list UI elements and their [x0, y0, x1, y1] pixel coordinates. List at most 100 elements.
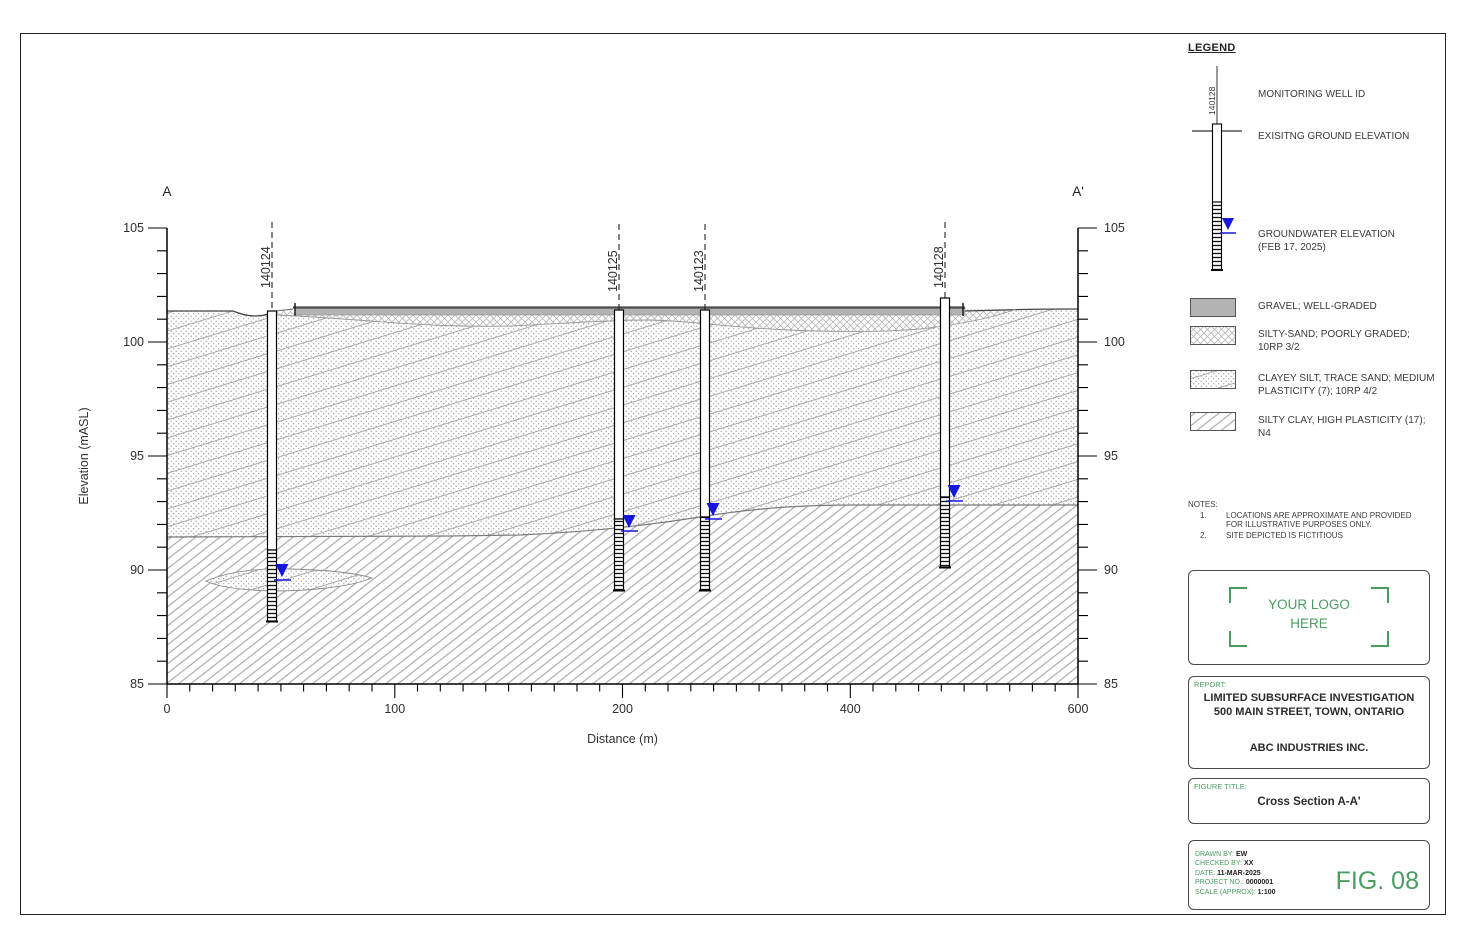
layer-gravel	[293, 303, 966, 316]
ground-surface-line	[275, 308, 294, 312]
report-box: REPORT: LIMITED SUBSURFACE INVESTIGATION…	[1188, 676, 1430, 769]
y-tick-label: 95	[130, 449, 144, 463]
clayey-silt-swatch	[1190, 370, 1236, 389]
well-casing	[266, 310, 278, 551]
note-text: SITE DEPICTED IS FICTITIOUS	[1226, 531, 1343, 540]
legend-well-screen	[1211, 201, 1223, 271]
logo-corner-bracket	[1229, 587, 1247, 603]
x-tick-label: 100	[384, 702, 405, 716]
drawn-by-label: DRAWN BY:	[1195, 851, 1235, 858]
legend-entry-groundwater-line1: GROUNDWATER ELEVATION	[1258, 229, 1395, 240]
legend-title: LEGEND	[1188, 42, 1236, 54]
x-tick-label: 0	[164, 702, 171, 716]
logo-text: YOUR LOGO HERE	[1229, 595, 1389, 633]
y-tick-label: 105	[1104, 221, 1125, 235]
x-tick-label: 200	[612, 702, 633, 716]
y-tick-label: 95	[1104, 449, 1118, 463]
well-id-label: 140128	[932, 246, 946, 288]
client-name: ABC INDUSTRIES INC.	[1249, 742, 1369, 754]
ground-surface-line	[964, 308, 1078, 312]
logo-box: YOUR LOGO HERE	[1188, 570, 1430, 665]
label-line2: PLASTICITY (7); 10RP 4/2	[1258, 386, 1378, 397]
checked-by-value: XX	[1244, 860, 1254, 868]
x-axis-ticks	[166, 684, 1079, 698]
logo-placeholder: YOUR LOGO HERE	[1229, 587, 1389, 647]
y-tick-label: 90	[1104, 563, 1118, 577]
well-140125: 140125	[606, 224, 638, 592]
x-tick-label: 400	[840, 702, 861, 716]
y-axis-title: Elevation (mASL)	[77, 407, 91, 504]
y-axis-left-ticks	[148, 227, 167, 685]
scale-row: SCALE (APPROX): 1:100	[1195, 888, 1429, 897]
notes-block: NOTES: 1. LOCATIONS ARE APPROXIMATE AND …	[1188, 500, 1432, 542]
legend-well-casing	[1211, 123, 1223, 203]
project-no-label: PROJECT NO.:	[1195, 879, 1244, 887]
y-tick-label: 105	[123, 221, 144, 235]
groundwater-marker	[705, 503, 722, 520]
legend-entry-monitoring-well: MONITORING WELL ID	[1258, 89, 1366, 100]
figure-title: Cross Section A-A'	[1257, 796, 1361, 808]
well-140123: 140123	[692, 224, 722, 592]
y-tick-label: 90	[130, 563, 144, 577]
y-tick-label: 85	[1104, 677, 1118, 691]
checked-by-row: CHECKED BY: XX	[1195, 859, 1429, 868]
project-no-value: 0000001	[1245, 879, 1274, 887]
note-item: 2. SITE DEPICTED IS FICTITIOUS	[1200, 531, 1432, 540]
legend-well-symbol: 140128	[1192, 66, 1242, 271]
note-item: 1. LOCATIONS ARE APPROXIMATE AND PROVIDE…	[1200, 511, 1432, 529]
y-axis-right-labels: 105 100 95 90 85	[1104, 221, 1125, 691]
note-text: LOCATIONS ARE APPROXIMATE AND PROVIDED F…	[1226, 511, 1412, 529]
label-line2: 10RP 3/2	[1258, 342, 1300, 353]
drawn-by-value: EW	[1235, 851, 1248, 858]
well-screen	[613, 518, 625, 591]
well-id-label: 140124	[259, 246, 273, 288]
silty-sand-swatch	[1190, 326, 1236, 345]
gravel-swatch	[1190, 298, 1236, 317]
logo-line1: YOUR LOGO	[1268, 597, 1350, 612]
well-140128: 140128	[932, 222, 963, 569]
figure-title-box: FIGURE TITLE: Cross Section A-A'	[1188, 778, 1430, 824]
label-line1: CLAYEY SILT, TRACE SAND; MEDIUM	[1258, 373, 1435, 384]
soil-layers	[167, 303, 1078, 684]
y-tick-label: 85	[130, 677, 144, 691]
well-140124: 140124	[259, 222, 291, 623]
well-screen	[939, 496, 951, 568]
info-box: DRAWN BY: EW CHECKED BY: XX DATE: 11-MAR…	[1188, 840, 1430, 910]
x-axis-title: Distance (m)	[587, 732, 658, 746]
date-label: DATE:	[1195, 869, 1216, 877]
x-axis-labels: 0 100 200 400 600	[164, 702, 1089, 716]
well-screen	[699, 516, 711, 591]
legend-soil-silty-sand-label: SILTY-SAND; POORLY GRADED; 10RP 3/2	[1258, 328, 1410, 354]
drawing-border	[20, 33, 1446, 915]
date-value: 11-MAR-2025	[1217, 869, 1261, 877]
note-number: 2.	[1200, 531, 1207, 540]
well-id-label: 140125	[606, 250, 620, 292]
x-tick-label: 600	[1068, 702, 1089, 716]
note-number: 1.	[1200, 511, 1207, 520]
well-casing	[939, 297, 951, 498]
legend-well-id-label: 140128	[1207, 86, 1217, 115]
silty-clay-swatch	[1190, 412, 1236, 431]
label-line1: SILTY CLAY, HIGH PLASTICITY (17);	[1258, 415, 1426, 426]
well-casing	[699, 309, 711, 518]
groundwater-marker	[621, 515, 638, 532]
logo-corner-bracket	[1371, 587, 1389, 603]
y-axis-right-ticks	[1078, 227, 1097, 685]
figure-title-label: FIGURE TITLE:	[1194, 782, 1247, 791]
well-casing	[613, 309, 625, 520]
scale-label: SCALE (APPROX):	[1195, 888, 1256, 896]
well-screen	[266, 549, 278, 622]
report-title-line1: LIMITED SUBSURFACE INVESTIGATION	[1203, 692, 1415, 704]
date-row: DATE: 11-MAR-2025	[1195, 869, 1429, 878]
legend-soil-gravel-label: GRAVEL; WELL-GRADED	[1258, 301, 1377, 312]
sand-bottom-contact-line	[275, 308, 1017, 333]
report-label: REPORT:	[1194, 680, 1227, 689]
figure-number: FIG. 08	[1335, 867, 1419, 895]
label-line2: N4	[1258, 428, 1271, 439]
legend-entry-ground-elevation: EXISITNG GROUND ELEVATION	[1258, 131, 1410, 142]
y-tick-label: 100	[123, 335, 144, 349]
legend-groundwater-marker	[1220, 218, 1236, 234]
scale-value: 1:100	[1257, 888, 1276, 896]
